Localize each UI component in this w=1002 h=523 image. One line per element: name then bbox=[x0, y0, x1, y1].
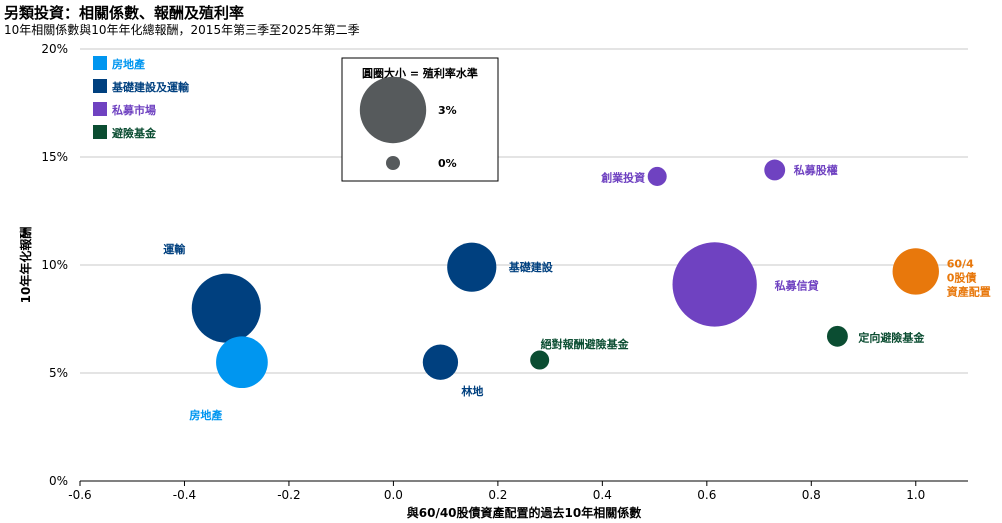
bubble-label: 林地 bbox=[461, 384, 483, 398]
x-axis-ticks: -0.6 -0.4 -0.2 0.0 0.2 0.4 0.6 0.8 1.0 bbox=[68, 481, 925, 502]
legend-swatch bbox=[93, 125, 107, 139]
x-tick-label: 0.8 bbox=[802, 488, 821, 502]
bubbles bbox=[191, 159, 939, 389]
legend-swatch bbox=[93, 102, 107, 116]
bubble-label: 基礎建設 bbox=[508, 260, 554, 274]
x-tick-label: 0.4 bbox=[593, 488, 612, 502]
bubble-label: 房地產 bbox=[189, 408, 222, 422]
y-tick-label: 5% bbox=[49, 366, 68, 380]
x-tick-label: -0.4 bbox=[173, 488, 196, 502]
chart-subtitle: 10年相關係數與10年年化總報酬，2015年第三季至2025年第二季 bbox=[4, 23, 360, 37]
size-legend-label: 0% bbox=[438, 157, 457, 170]
bubble bbox=[216, 336, 268, 389]
bubble bbox=[672, 242, 757, 327]
x-tick-label: 1.0 bbox=[906, 488, 925, 502]
size-legend-circle bbox=[386, 156, 400, 170]
bubble-label: 定向避險基金 bbox=[858, 330, 925, 344]
bubble bbox=[647, 166, 667, 186]
size-legend: 圓圈大小 = 殖利率水準 3% 0% bbox=[341, 57, 499, 182]
bubble bbox=[892, 248, 939, 295]
x-tick-label: 0.0 bbox=[384, 488, 403, 502]
y-axis-label: 10年年化報酬 bbox=[18, 227, 33, 304]
y-axis-ticks: 0% 5% 10% 15% 20% bbox=[41, 42, 68, 488]
size-legend-circle bbox=[359, 76, 427, 144]
x-tick-label: -0.2 bbox=[277, 488, 300, 502]
y-tick-label: 10% bbox=[41, 258, 68, 272]
bubble-label: 私募股權 bbox=[794, 163, 838, 177]
legend-swatch bbox=[93, 56, 107, 70]
bubble-label: 60/4 0股債資產配置 bbox=[947, 257, 991, 298]
y-tick-label: 20% bbox=[41, 42, 68, 56]
bubble bbox=[764, 159, 786, 181]
x-tick-label: 0.2 bbox=[488, 488, 507, 502]
legend-label: 私募市場 bbox=[112, 103, 156, 117]
bubble-label: 運輸 bbox=[163, 242, 186, 256]
legend-label: 房地產 bbox=[112, 57, 145, 71]
x-tick-label: 0.6 bbox=[697, 488, 716, 502]
bubble-label: 絕對報酬避險基金 bbox=[541, 337, 630, 351]
y-tick-label: 0% bbox=[49, 474, 68, 488]
bubble-label: 私募信貸 bbox=[775, 278, 819, 292]
bubble bbox=[447, 242, 497, 292]
bubble bbox=[530, 350, 550, 370]
size-legend-title: 圓圈大小 = 殖利率水準 bbox=[362, 66, 478, 80]
bubble bbox=[191, 273, 261, 343]
legend-label: 避險基金 bbox=[112, 126, 157, 140]
x-axis-label: 與60/40股債資產配置的過去10年相關係數 bbox=[407, 505, 641, 520]
bubble bbox=[422, 344, 459, 380]
y-tick-label: 15% bbox=[41, 150, 68, 164]
size-legend-label: 3% bbox=[438, 104, 457, 117]
x-tick-label: -0.6 bbox=[68, 488, 91, 502]
legend-label: 基礎建設及運輸 bbox=[111, 80, 190, 94]
bubble bbox=[826, 325, 848, 347]
bubble-label: 創業投資 bbox=[600, 170, 645, 184]
chart-title: 另類投資：相關係數、報酬及殖利率 bbox=[4, 4, 245, 22]
legend-swatch bbox=[93, 79, 107, 93]
